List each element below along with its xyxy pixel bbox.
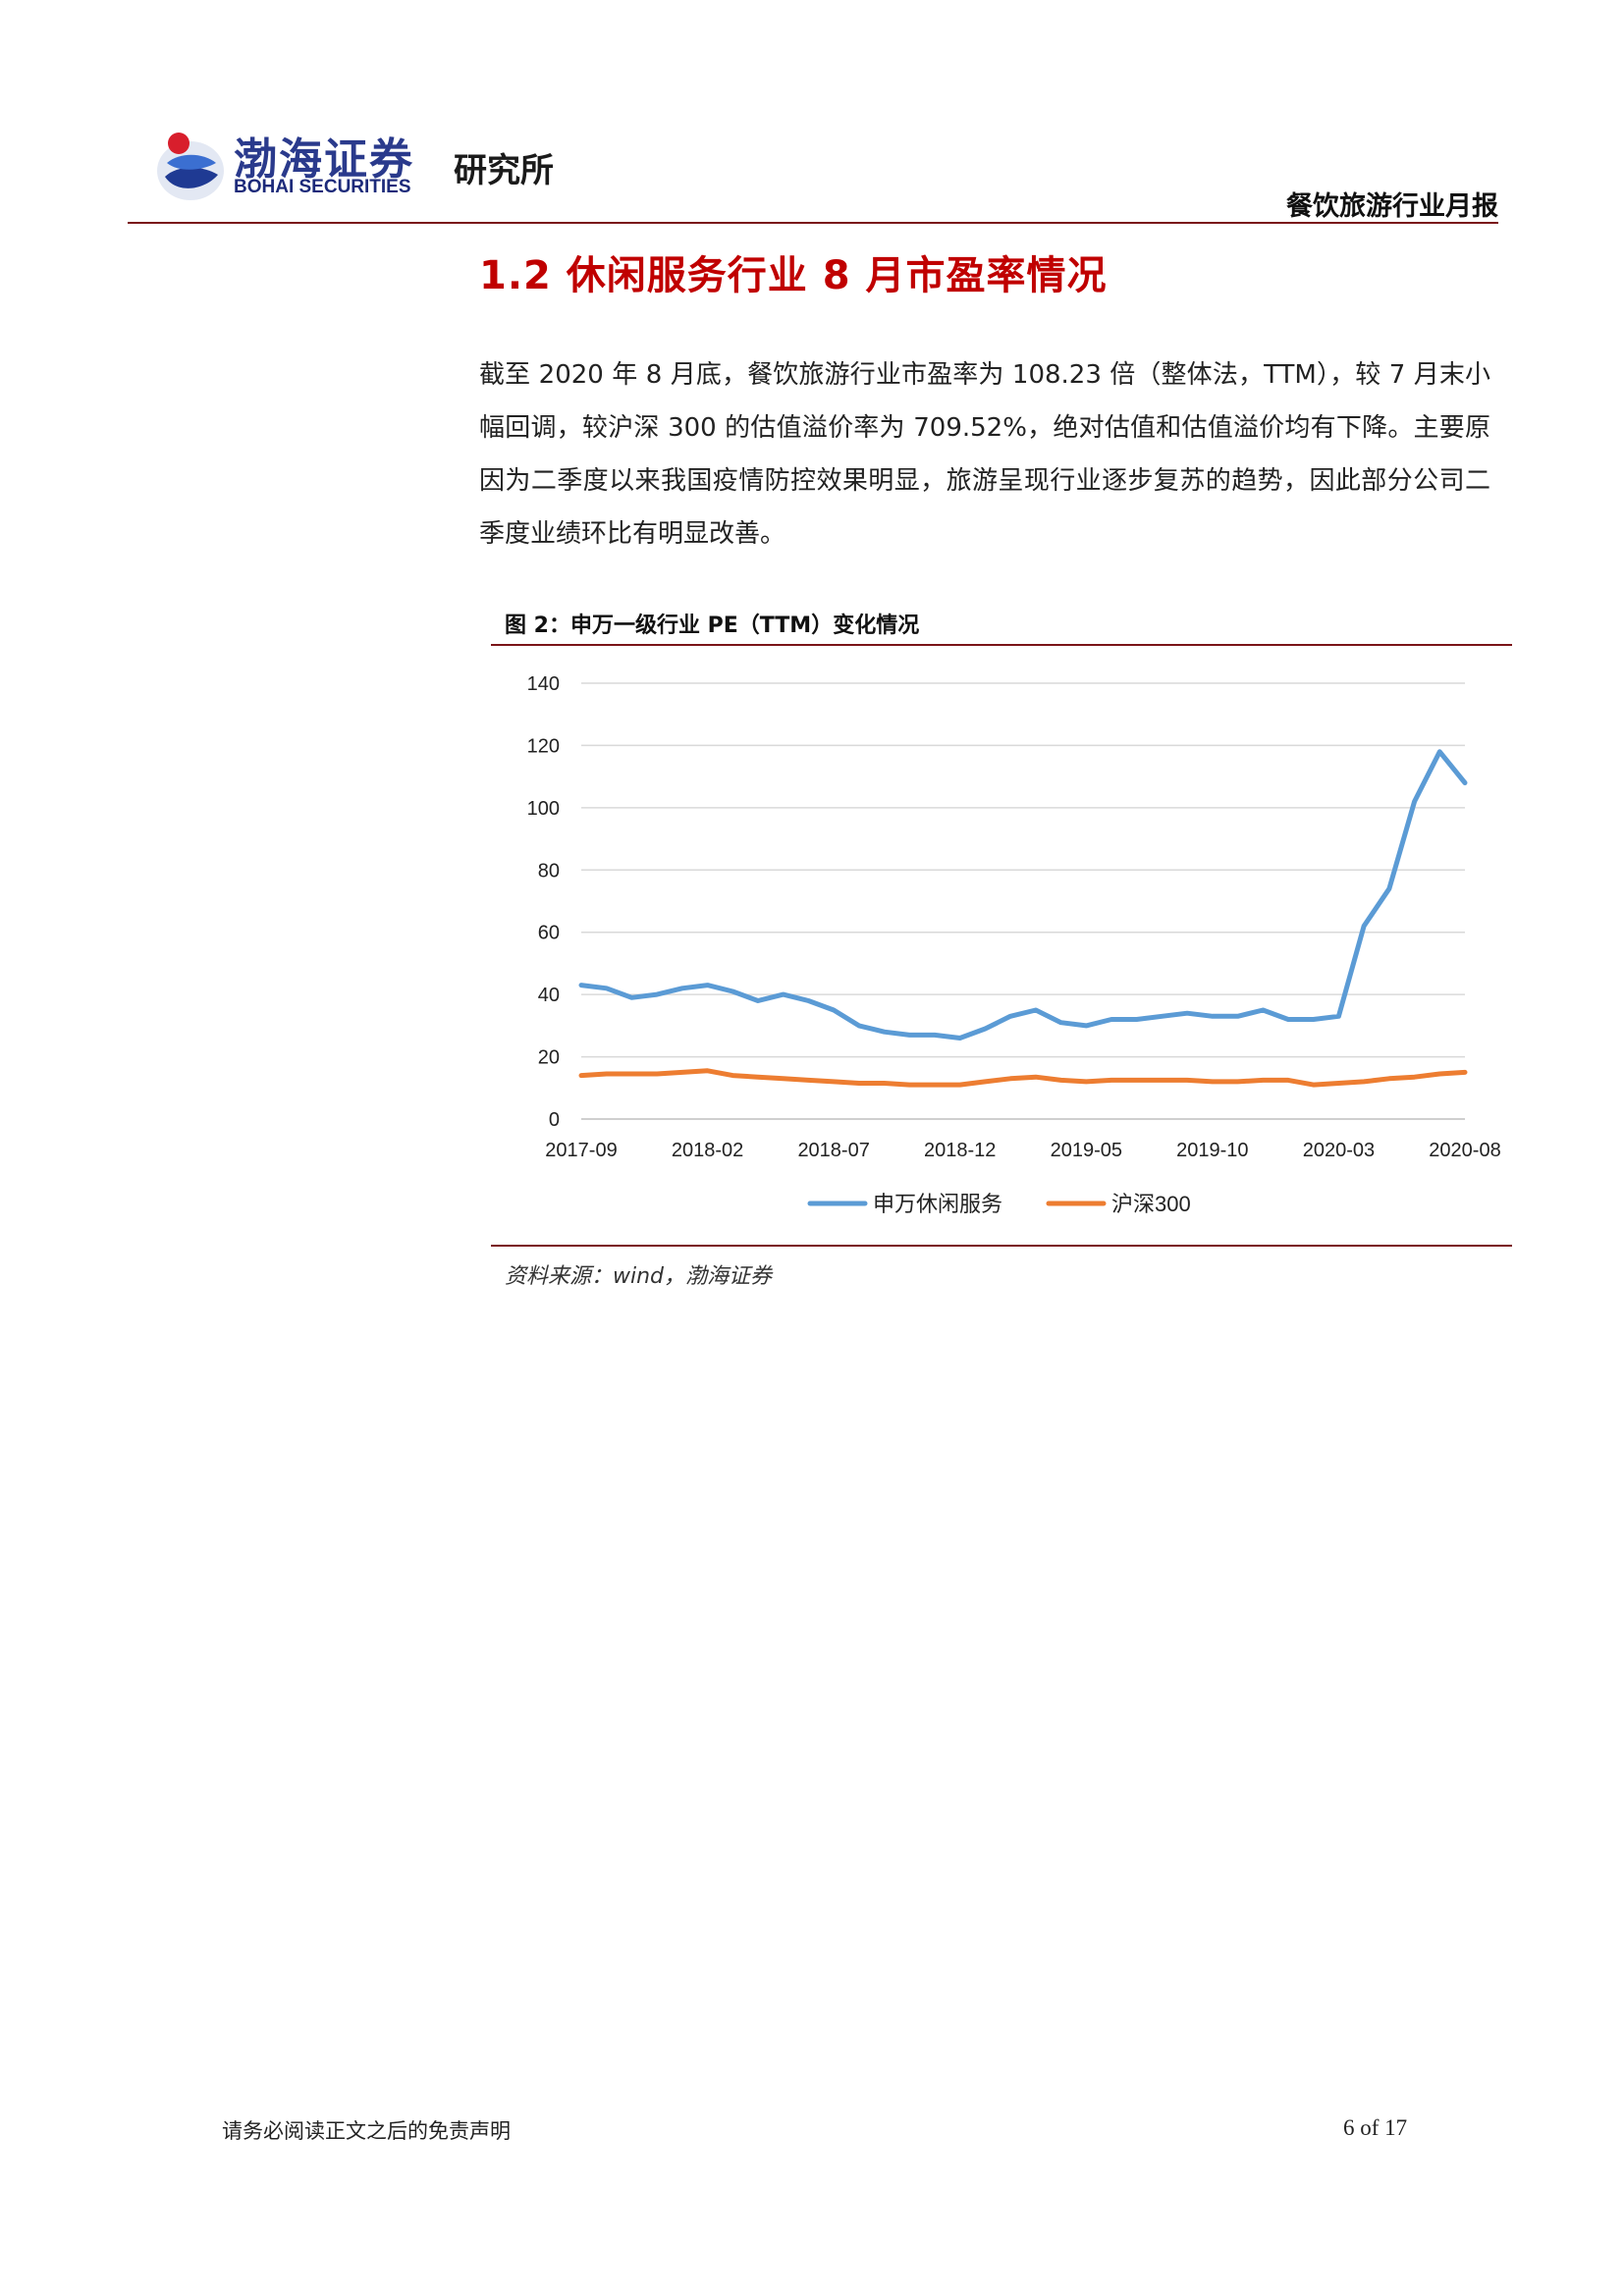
bohai-logo-mark-icon (157, 133, 224, 200)
y-tick-label: 20 (538, 1047, 560, 1069)
x-tick-label: 2018-12 (924, 1140, 996, 1161)
footer-disclaimer: 请务必阅读正文之后的免责声明 (222, 2119, 511, 2143)
x-tick-label: 2019-10 (1176, 1140, 1248, 1161)
x-tick-label: 2017-09 (545, 1140, 617, 1161)
y-tick-label: 100 (527, 798, 560, 820)
body-paragraph: 截至 2020 年 8 月底，餐饮旅游行业市盈率为 108.23 倍（整体法，T… (479, 360, 1490, 549)
chart-series (578, 749, 1468, 1088)
x-tick-label: 2020-03 (1303, 1140, 1375, 1161)
section-title: 1.2 休闲服务行业 8 月市盈率情况 (479, 253, 1108, 298)
chart-legend: 申万休闲服务 沪深300 (807, 1192, 1191, 1216)
x-axis-ticks: 2017-09 2018-02 2018-07 2018-12 2019-05 2019-… (545, 1140, 1500, 1161)
report-type-label: 餐饮旅游行业月报 (1286, 191, 1498, 222)
x-tick-label: 2018-02 (672, 1140, 743, 1161)
y-tick-label: 40 (538, 985, 560, 1006)
y-tick-label: 140 (527, 673, 560, 695)
legend-label: 沪深300 (1111, 1192, 1191, 1216)
y-tick-label: 0 (549, 1109, 560, 1131)
y-tick-label: 80 (538, 860, 560, 881)
logo-chinese-name: 渤海证券 (234, 134, 414, 185)
figure-top-rule (491, 644, 1512, 646)
figure-source: 资料来源：wind，渤海证券 (505, 1264, 773, 1289)
y-tick-label: 60 (538, 923, 560, 944)
logo-english-name: BOHAI SECURITIES (234, 177, 411, 197)
header-divider (128, 222, 1498, 224)
y-tick-label: 120 (527, 735, 560, 757)
pe-line-chart: 0 20 40 60 80 100 120 140 2017-09 2018-02 2018-07… (527, 673, 1501, 1216)
figure-caption: 图 2：申万一级行业 PE（TTM）变化情况 (505, 614, 920, 638)
series-line-0 (578, 749, 1468, 1041)
y-axis-ticks: 0 20 40 60 80 100 120 140 (527, 673, 560, 1131)
figure-bottom-rule (491, 1245, 1512, 1247)
page-number: 6 of 17 (1343, 2115, 1408, 2140)
chart-gridlines (581, 682, 1465, 1120)
x-tick-label: 2019-05 (1051, 1140, 1122, 1161)
series-line-1 (578, 1068, 1468, 1088)
legend-label: 申万休闲服务 (873, 1192, 1002, 1216)
x-tick-label: 2020-08 (1429, 1140, 1500, 1161)
institute-label: 研究所 (454, 151, 554, 190)
x-tick-label: 2018-07 (797, 1140, 869, 1161)
